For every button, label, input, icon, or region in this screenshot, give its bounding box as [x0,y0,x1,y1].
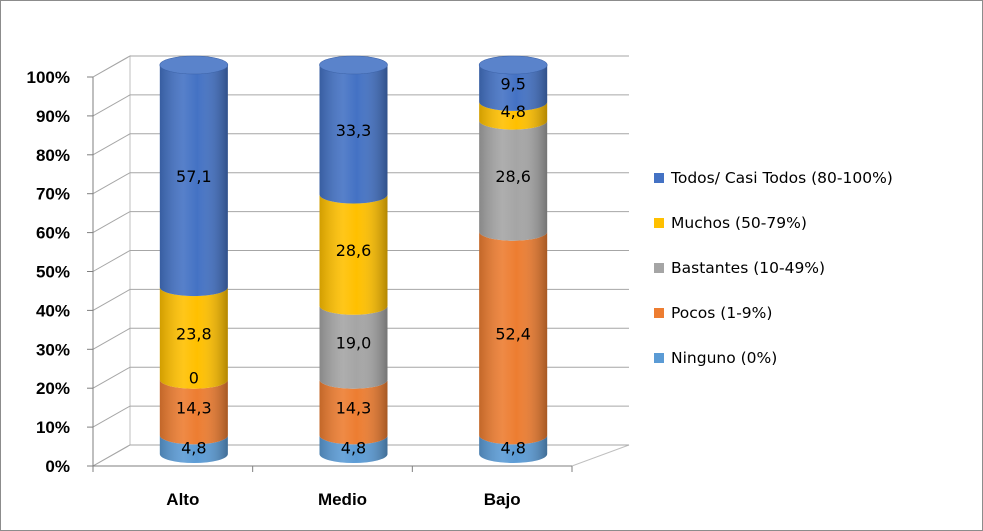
data-label: 4,8 [181,439,206,458]
x-category-label: Medio [318,490,367,509]
bar-top-cap [159,55,229,75]
x-axis-categories: Alto Medio Bajo [166,490,520,509]
gridlines [92,55,629,467]
legend-label: Muchos (50-79%) [671,214,807,232]
data-label: 4,8 [341,439,366,458]
data-label: 28,6 [495,167,531,186]
y-tick-label: 10% [36,418,70,437]
y-tick-label: 60% [36,224,70,243]
bar-shading [479,101,548,130]
bar-shading [319,194,388,315]
legend-label: Ninguno (0%) [671,349,777,367]
data-labels: 4,8 14,3 0 23,8 57,1 4,8 14,3 19,0 28,6 33,3 4,8 52… [176,74,531,457]
bar-shading [479,231,548,445]
data-label: 14,3 [336,399,372,418]
legend-label: Bastantes (10-49%) [671,259,825,277]
bar-shading [479,65,548,111]
legend-label: Pocos (1-9%) [671,304,772,322]
bar-shading [319,305,388,389]
gridline [92,288,629,311]
gridline [92,444,629,467]
y-tick-label: 70% [36,185,70,204]
bar-shading [159,65,228,297]
y-tick-label: 40% [36,301,70,320]
y-tick-label: 30% [36,340,70,359]
bar-top-cap [319,55,388,75]
gridline [92,55,629,78]
gridline [92,211,629,234]
data-label: 19,0 [336,334,372,353]
data-label: 4,8 [500,439,525,458]
y-tick-label: 80% [36,146,70,165]
legend-swatch-bastantes-10-49 [654,263,664,273]
data-label: 33,3 [336,121,372,140]
axes [87,76,573,472]
bars [159,55,548,464]
bar-shading [479,435,548,463]
data-label: 57,1 [176,167,212,186]
bar-shading [479,120,548,241]
legend-swatch-todos-casi-todos-80-100 [654,173,664,183]
gridline [92,327,629,350]
gridline [92,94,629,117]
y-tick-label: 0% [45,457,70,476]
bar-shading [319,435,388,464]
gridline [92,133,629,156]
gridline [92,250,629,272]
bar-shading [159,379,228,445]
bar-shading [159,435,228,464]
bar-shading [159,287,228,389]
y-tick-label: 50% [36,263,70,282]
x-category-label: Bajo [484,490,521,509]
y-axis-ticks: 0% 10% 20% 30% 40% 50% 60% 70% 80% 90% 100% [27,68,70,476]
data-label: 23,8 [176,324,212,343]
legend-swatch-muchos-50-79 [654,218,664,228]
bar-top-cap [478,55,548,75]
bar-shading [319,65,388,204]
legend: Todos/ Casi Todos (80-100%) Muchos (50-79… [654,169,893,367]
data-label: 0 [189,369,199,388]
y-tick-label: 90% [36,107,70,126]
legend-swatch-pocos-1-9 [654,308,664,318]
data-label: 28,6 [336,241,372,260]
gridline [92,172,629,195]
gridline [92,366,629,389]
bar-stack-alto [159,55,229,464]
bar-stack-medio [319,55,388,464]
y-tick-label: 20% [36,379,70,398]
legend-label: Todos/ Casi Todos (80-100%) [670,169,893,187]
legend-swatch-ninguno-0 [654,353,664,363]
data-label: 52,4 [495,325,531,344]
data-label: 14,3 [176,399,212,418]
bar-stack-bajo [478,55,548,463]
y-tick-label: 100% [27,68,70,87]
data-label: 9,5 [500,74,525,93]
data-label: 4,8 [500,102,525,121]
gridline [92,405,629,428]
x-category-label: Alto [166,490,199,509]
bar-shading [319,379,388,445]
